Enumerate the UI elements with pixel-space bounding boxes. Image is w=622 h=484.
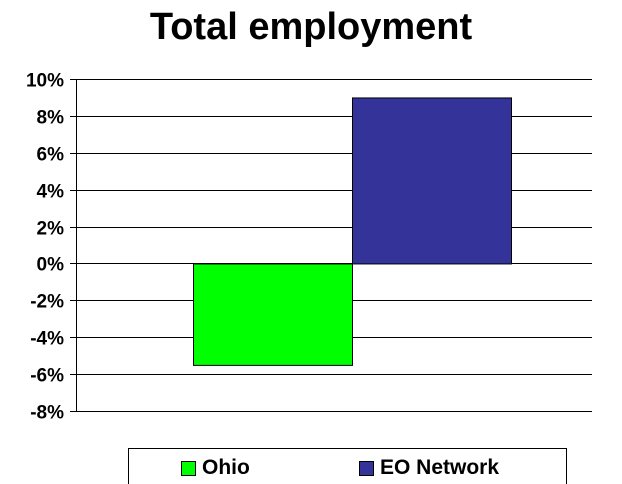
y-tick-label: 8% (37, 108, 65, 129)
legend-swatch-eo-network (359, 460, 374, 476)
y-tick-label: 2% (37, 219, 65, 240)
axes (70, 79, 592, 412)
y-tick-label: 6% (37, 145, 65, 166)
y-tick-label: -2% (30, 292, 64, 313)
y-tick-label: 4% (37, 182, 65, 203)
y-tick-label: -8% (30, 403, 64, 424)
legend-item-ohio: Ohio (181, 456, 250, 480)
legend-item-eo-network: EO Network (359, 456, 499, 480)
bar-ohio (193, 263, 353, 366)
y-tick-label: 0% (37, 255, 65, 276)
legend: Ohio EO Network (128, 448, 567, 484)
legend-swatch-ohio (181, 460, 196, 476)
y-tick-label: 10% (26, 71, 64, 92)
bar-eo-network (352, 97, 512, 265)
chart-title: Total employment (149, 6, 473, 48)
y-tick-label: -4% (30, 329, 64, 350)
legend-label-ohio: Ohio (202, 456, 250, 479)
legend-label-eo-network: EO Network (380, 456, 500, 479)
y-tick-labels: 10% 8% 6% 4% 2% 0% -2% -4% -6% -8% (26, 71, 64, 424)
bars (193, 97, 512, 366)
y-tick-label: -6% (30, 366, 64, 387)
